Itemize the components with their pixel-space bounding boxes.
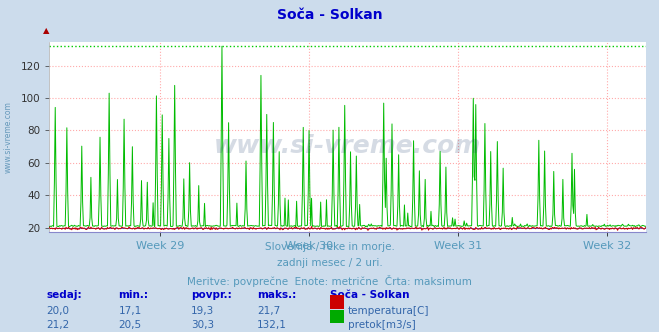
Text: sedaj:: sedaj: bbox=[46, 290, 82, 299]
Text: zadnji mesec / 2 uri.: zadnji mesec / 2 uri. bbox=[277, 258, 382, 268]
Text: Soča - Solkan: Soča - Solkan bbox=[277, 8, 382, 22]
Text: Meritve: povprečne  Enote: metrične  Črta: maksimum: Meritve: povprečne Enote: metrične Črta:… bbox=[187, 275, 472, 287]
Text: temperatura[C]: temperatura[C] bbox=[348, 306, 430, 316]
Text: min.:: min.: bbox=[119, 290, 149, 299]
Text: 132,1: 132,1 bbox=[257, 320, 287, 330]
Text: 20,0: 20,0 bbox=[46, 306, 69, 316]
Text: Slovenija / reke in morje.: Slovenija / reke in morje. bbox=[264, 242, 395, 252]
Text: maks.:: maks.: bbox=[257, 290, 297, 299]
Text: ▲: ▲ bbox=[43, 26, 49, 35]
Text: 21,7: 21,7 bbox=[257, 306, 280, 316]
Text: povpr.:: povpr.: bbox=[191, 290, 232, 299]
Text: 30,3: 30,3 bbox=[191, 320, 214, 330]
Text: 20,5: 20,5 bbox=[119, 320, 142, 330]
Text: Soča - Solkan: Soča - Solkan bbox=[330, 290, 409, 299]
Text: pretok[m3/s]: pretok[m3/s] bbox=[348, 320, 416, 330]
Text: www.si-vreme.com: www.si-vreme.com bbox=[214, 134, 481, 158]
Text: www.si-vreme.com: www.si-vreme.com bbox=[3, 101, 13, 173]
Text: 19,3: 19,3 bbox=[191, 306, 214, 316]
Text: 17,1: 17,1 bbox=[119, 306, 142, 316]
Text: 21,2: 21,2 bbox=[46, 320, 69, 330]
